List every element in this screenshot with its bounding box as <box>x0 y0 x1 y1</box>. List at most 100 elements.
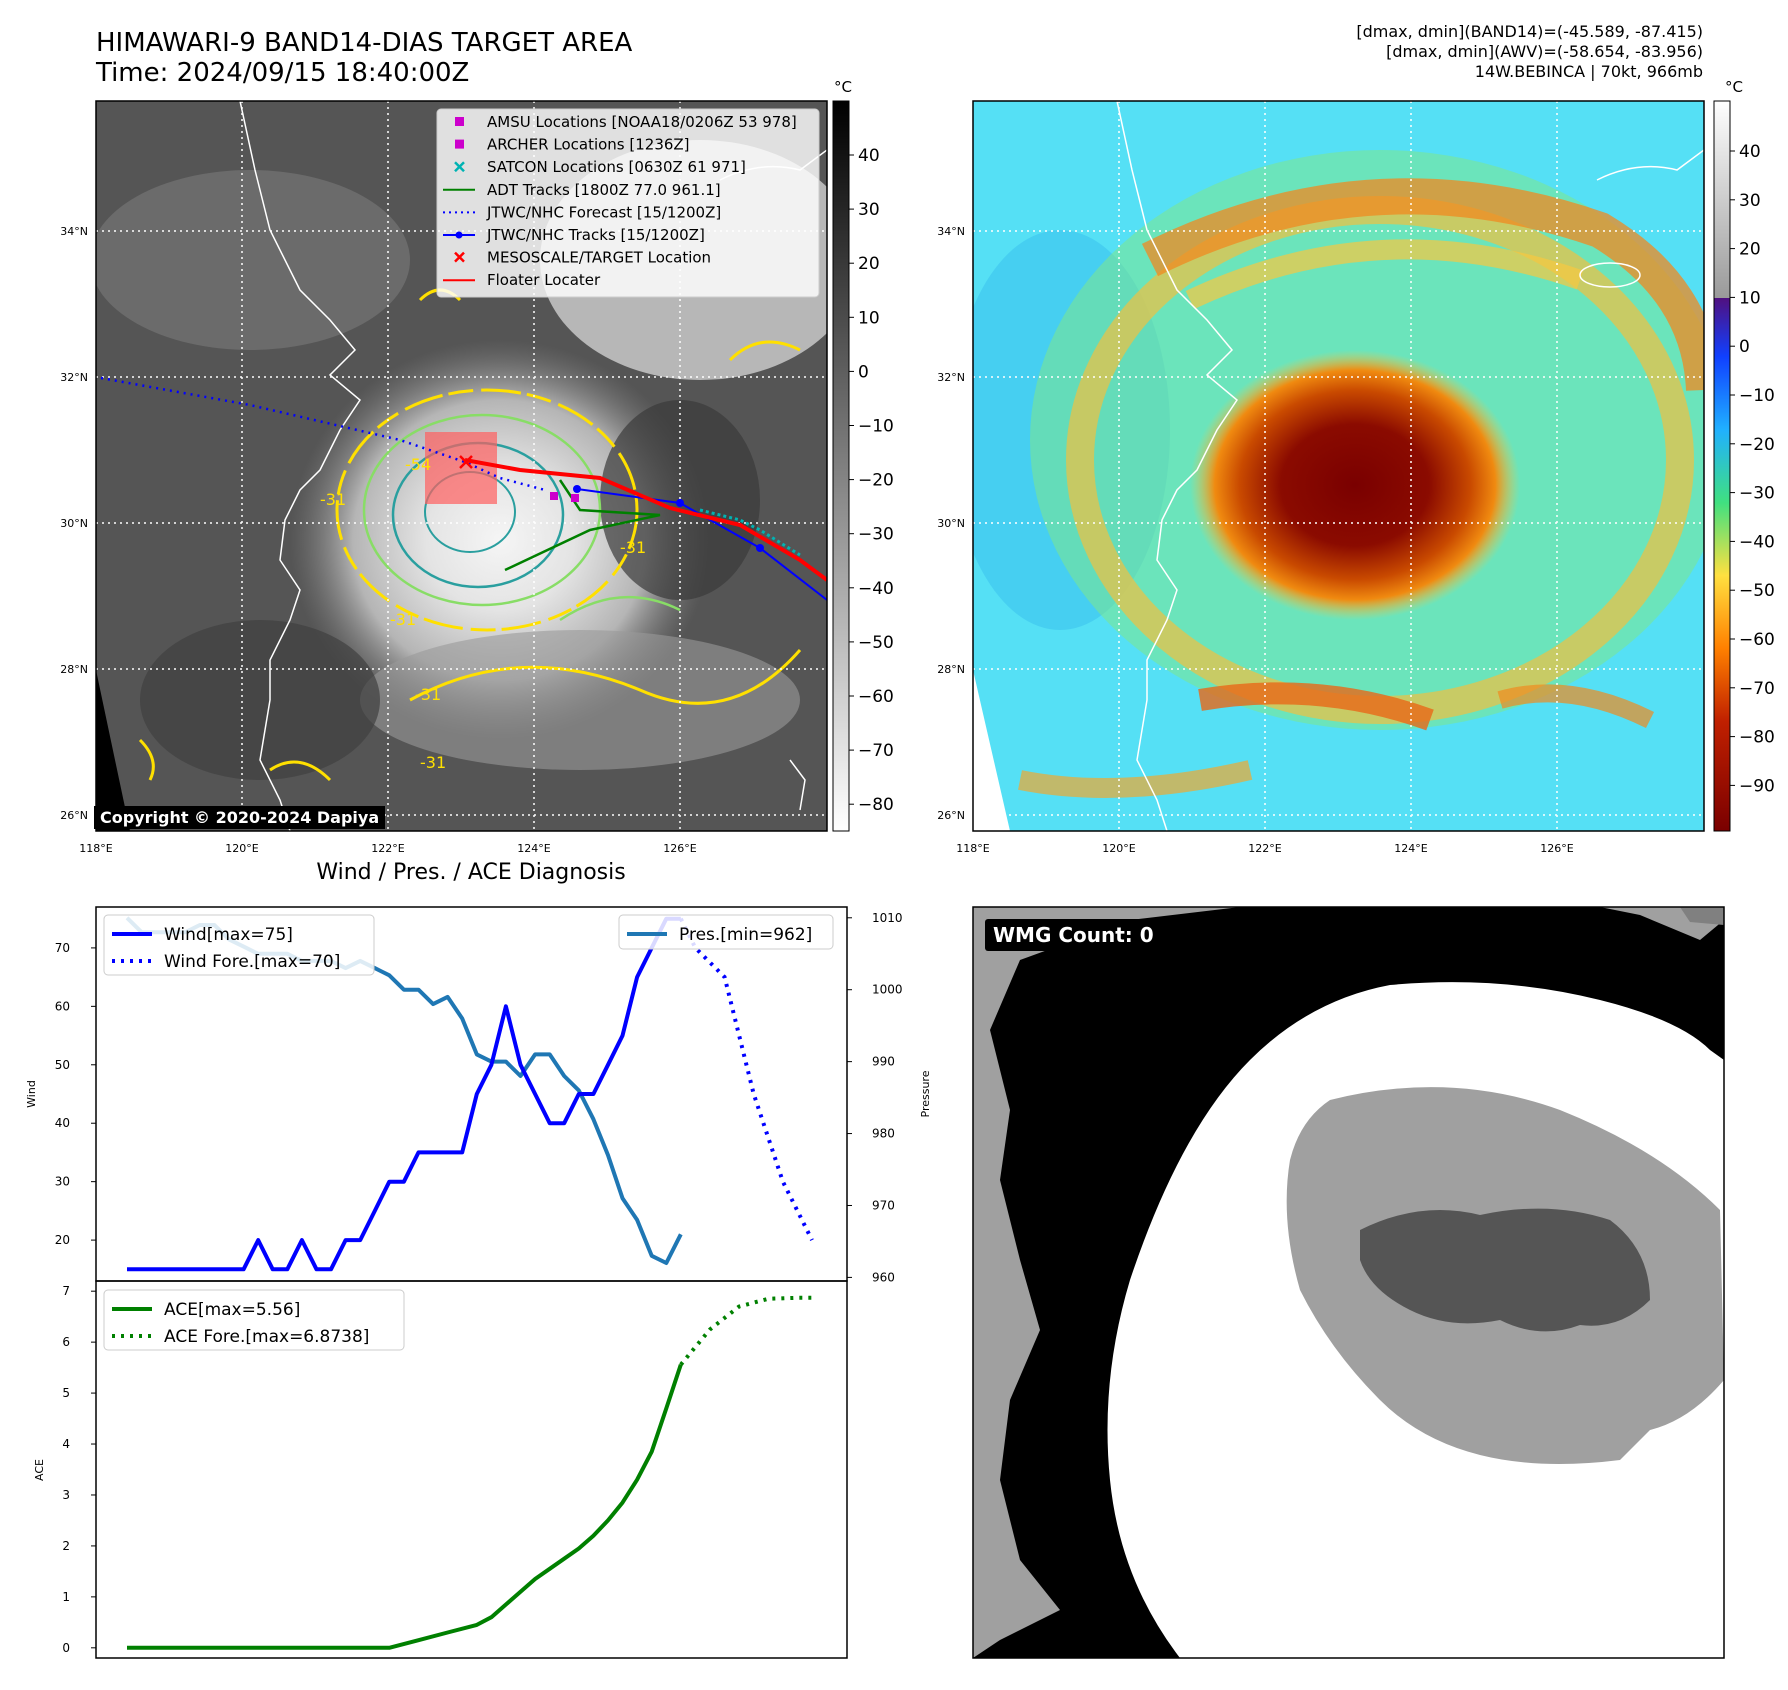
colorbar-tick-label: 40 <box>1739 142 1761 162</box>
legend-label: AMSU Locations [NOAA18/0206Z 53 978] <box>487 113 797 131</box>
ir-lon-tick: 126°E <box>663 842 696 855</box>
chart-legend-label: Wind Fore.[max=70] <box>164 952 340 972</box>
awv-map-panel: 26°N 28°N 30°N 32°N 34°N 118°E 120°E 122°E 124°… <box>937 78 1775 855</box>
legend-label: SATCON Locations [0630Z 61 971] <box>487 158 746 176</box>
wmg-imagery <box>973 907 1724 1658</box>
pressure-tick-label: 980 <box>872 1127 895 1141</box>
wind-tick-label: 60 <box>55 999 70 1013</box>
ace-series-line <box>127 1363 683 1650</box>
wind-tick-label: 40 <box>55 1116 70 1130</box>
wind-tick-label: 30 <box>55 1175 70 1189</box>
awv-map-frame <box>972 100 1705 832</box>
colorbar-tick-label: −70 <box>1739 679 1775 699</box>
ir-lat-tick: 30°N <box>60 517 88 530</box>
diagnosis-title: Wind / Pres. / ACE Diagnosis <box>316 860 626 885</box>
ace-tick-label: 1 <box>62 1590 70 1604</box>
amsu-marker <box>550 492 558 500</box>
satcon-track <box>699 508 801 557</box>
awv-lat-tick: 34°N <box>937 225 965 238</box>
ace-tick-label: 6 <box>62 1335 70 1349</box>
awv-lat-tick: 32°N <box>937 371 965 384</box>
ace-tick-label: 4 <box>62 1437 70 1451</box>
jtwc-best-track <box>576 488 827 601</box>
legend-item: ARCHER Locations [1236Z] <box>455 136 690 154</box>
archer-marker <box>571 494 579 502</box>
contour-label: -31 <box>620 538 646 557</box>
awv-lon-tick: 120°E <box>1102 842 1135 855</box>
colorbar-tick-label: −50 <box>858 633 894 653</box>
colorbar-tick-label: 10 <box>1739 288 1761 308</box>
ir-map-legend: AMSU Locations [NOAA18/0206Z 53 978] ARCH… <box>436 108 820 298</box>
colorbar-tick-label: −60 <box>858 687 894 707</box>
contour-label: -31 <box>320 490 346 509</box>
legend-item: SATCON Locations [0630Z 61 971] <box>454 158 746 176</box>
pressure-tick-label: 1010 <box>872 911 903 925</box>
colorbar-tick-label: 30 <box>1739 191 1761 211</box>
awv-lon-tick: 118°E <box>956 842 989 855</box>
colorbar-tick-label: −70 <box>858 741 894 761</box>
pressure-tick-label: 1000 <box>872 983 903 997</box>
contour-label: -31 <box>415 685 441 704</box>
chart-legend-label: Wind[max=75] <box>164 925 293 945</box>
diagnosis-panel: 20 30 40 50 60 70 960 970 980 990 1000 1010 0 1 2 3 4 5… <box>25 906 932 1659</box>
ace-tick-label: 7 <box>62 1284 70 1298</box>
copyright-label: Copyright © 2020-2024 Dapiya <box>94 806 386 829</box>
legend-item: ADT Tracks [1800Z 77.0 961.1] <box>443 181 721 199</box>
awv-lat-tick: 28°N <box>937 663 965 676</box>
ace-tick-label: 3 <box>62 1488 70 1502</box>
ir-lon-tick: 124°E <box>517 842 550 855</box>
jtwc-track-points <box>573 485 764 552</box>
legend-label: JTWC/NHC Tracks [15/1200Z] <box>486 226 705 244</box>
chart-legend-label: Pres.[min=962] <box>679 925 812 945</box>
ir-lon-tick: 122°E <box>371 842 404 855</box>
colorbar-tick-label: −80 <box>1739 728 1775 748</box>
awv-lat-ticks: 26°N 28°N 30°N 32°N 34°N <box>937 225 965 822</box>
pressure-tick-label: 960 <box>872 1270 895 1284</box>
pressure-axis-label: Pressure <box>919 1070 932 1117</box>
ir-lat-tick: 34°N <box>60 225 88 238</box>
colorbar-tick-label: −50 <box>1739 581 1775 601</box>
colorbar-tick-label: 20 <box>1739 240 1761 260</box>
legend-item: JTWC/NHC Forecast [15/1200Z] <box>443 203 721 221</box>
legend-label: ADT Tracks [1800Z 77.0 961.1] <box>487 181 721 199</box>
legend-square-marker <box>455 117 464 126</box>
colorbar-tick-label: −80 <box>858 795 894 815</box>
awv-lat-tick: 26°N <box>937 809 965 822</box>
legend-label: MESOSCALE/TARGET Location <box>487 249 711 267</box>
colorbar-tick-label: −10 <box>858 417 894 437</box>
legend-item: MESOSCALE/TARGET Location <box>454 249 711 267</box>
legend-square-marker <box>455 139 464 149</box>
legend-item: AMSU Locations [NOAA18/0206Z 53 978] <box>455 113 797 131</box>
ir-lon-tick: 120°E <box>225 842 258 855</box>
wmg-count-badge: WMG Count: 0 <box>985 919 1162 951</box>
chart-legend-box <box>103 914 375 976</box>
mesoscale-target-marker <box>459 455 473 469</box>
ace-plot <box>127 1295 812 1650</box>
awv-lat-tick: 30°N <box>937 517 965 530</box>
ace-axes <box>95 1280 848 1659</box>
wmg-panel <box>972 906 1725 1659</box>
ace-tick-label: 0 <box>62 1641 70 1655</box>
ir-lat-tick: 32°N <box>60 371 88 384</box>
awv-lon-tick: 122°E <box>1248 842 1281 855</box>
ace-forecast-series-line <box>679 1295 812 1366</box>
contour-label: -31 <box>420 753 446 772</box>
colorbar-tick-label: 0 <box>1739 337 1750 357</box>
colorbar-tick-label: −30 <box>858 525 894 545</box>
stats-text: [dmax, dmin](BAND14)=(-45.589, -87.415) … <box>1356 22 1703 81</box>
legend-label: Floater Locater <box>487 271 601 289</box>
chart-legend-label: ACE[max=5.56] <box>164 1300 300 1320</box>
pressure-axis-ticks: 960 970 980 990 1000 1010 <box>847 911 903 1284</box>
chart-legend-box <box>103 1289 405 1351</box>
awv-lon-tick: 124°E <box>1394 842 1427 855</box>
floater-track <box>464 458 827 582</box>
awv-map-grid <box>973 101 1704 831</box>
pressure-tick-label: 970 <box>872 1198 895 1212</box>
ir-colorbar-unit: °C <box>834 78 852 96</box>
colorbar-tick-label: 30 <box>858 200 880 220</box>
ace-axis-label: ACE <box>33 1459 46 1481</box>
ace-tick-label: 5 <box>62 1386 70 1400</box>
awv-lon-ticks: 118°E 120°E 122°E 124°E 126°E <box>956 842 1573 855</box>
wind-forecast-series-line <box>679 917 814 1241</box>
